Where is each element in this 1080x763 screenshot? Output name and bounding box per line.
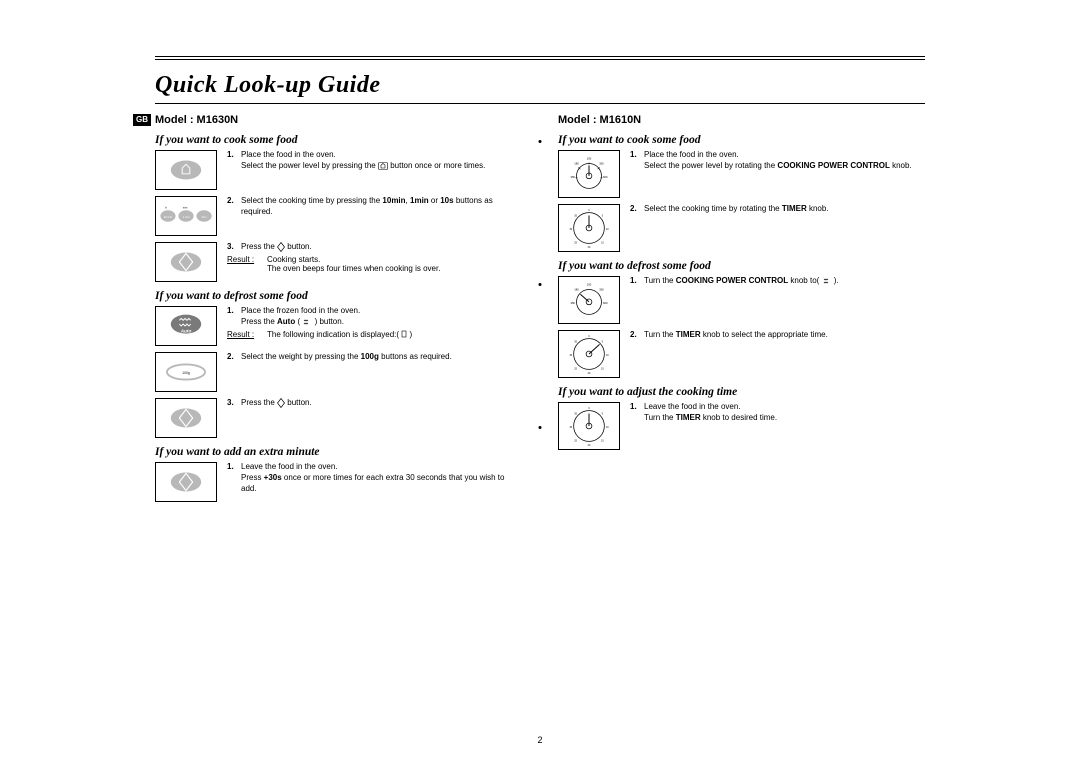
step-text: 2. Select the cooking time by rotating t… xyxy=(630,204,925,215)
svg-text:0: 0 xyxy=(588,209,590,212)
svg-text:600: 600 xyxy=(603,301,608,305)
svg-text:h: h xyxy=(165,205,167,209)
svg-text:10: 10 xyxy=(606,426,609,429)
step-text: 1. Leave the food in the oven.Turn the T… xyxy=(630,402,925,424)
svg-text:+ 30 s: + 30 s xyxy=(182,270,190,274)
svg-text:600: 600 xyxy=(603,175,608,179)
rule-under-title xyxy=(155,103,925,104)
result-line: Result : The following indication is dis… xyxy=(227,330,522,339)
page-title: Quick Look-up Guide xyxy=(155,66,925,101)
step-text: 2. Select the cooking time by pressing t… xyxy=(227,196,522,218)
heading-cook-r: If you want to cook some food xyxy=(558,134,925,146)
rule-top xyxy=(155,56,925,60)
svg-text:35: 35 xyxy=(574,341,577,344)
row-r-4: 0 5 10 15 20 25 30 35 1. Leave the food in th… xyxy=(558,402,925,450)
svg-text:1 min: 1 min xyxy=(183,215,190,219)
timer-dial-icon: 0 5 10 15 20 25 30 35 xyxy=(558,330,620,378)
svg-text:30: 30 xyxy=(569,228,572,231)
weight-100g-icon: 100g xyxy=(155,352,217,392)
step-text: 1. Place the food in the oven.Select the… xyxy=(227,150,522,172)
svg-text:0: 0 xyxy=(588,407,590,410)
svg-text:100g: 100g xyxy=(182,371,190,375)
heading-extra-min: If you want to add an extra minute xyxy=(155,446,522,458)
svg-text:450: 450 xyxy=(570,301,575,305)
svg-text:25: 25 xyxy=(574,241,577,244)
svg-text:20: 20 xyxy=(588,444,591,447)
timer-dial-icon: 0 5 10 15 20 25 30 35 xyxy=(558,402,620,450)
svg-text:100: 100 xyxy=(587,157,592,161)
step-text: 2. Select the weight by pressing the 100… xyxy=(227,352,522,363)
heading-cook: If you want to cook some food xyxy=(155,134,522,146)
row-l-6: + 30 s 1. Leave the food in the oven.Pre… xyxy=(155,462,522,502)
svg-text:25: 25 xyxy=(574,367,577,370)
auto-defrost-icon: Auto xyxy=(155,306,217,346)
diamond-start-icon: + 30 s xyxy=(155,398,217,438)
heading-adjust-r: If you want to adjust the cooking time xyxy=(558,386,925,398)
heading-defrost-r: If you want to defrost some food xyxy=(558,260,925,272)
step-text: 1. Turn the COOKING POWER CONTROL knob t… xyxy=(630,276,925,287)
column-right: Model : M1610N If you want to cook some … xyxy=(540,114,925,508)
row-r-2: 100 180 300 450 600 1. Turn the COOKING POW… xyxy=(558,276,925,324)
row-r-3: 0 5 10 15 20 25 30 35 2. Turn the TIMER knob … xyxy=(558,330,925,378)
model-m1630n: Model : M1630N xyxy=(155,114,522,126)
svg-text:180: 180 xyxy=(574,161,579,165)
svg-text:20: 20 xyxy=(588,246,591,249)
step-text: 3. Press the button. xyxy=(227,242,522,253)
svg-text:+ 30 s: + 30 s xyxy=(182,426,190,430)
svg-text:180: 180 xyxy=(574,287,579,291)
row-l-4: 100g 2. Select the weight by pressing th… xyxy=(155,352,522,392)
row-l-3: Auto 1. Place the frozen food in the ove… xyxy=(155,306,522,346)
svg-text:300: 300 xyxy=(599,287,604,291)
svg-text:0: 0 xyxy=(588,335,590,338)
svg-text:450: 450 xyxy=(570,175,575,179)
svg-text:5: 5 xyxy=(602,215,604,218)
time-buttons-icon: 10 min 1 min 10 s h min xyxy=(155,196,217,236)
columns: GB Model : M1630N If you want to cook so… xyxy=(155,114,925,508)
svg-text:15: 15 xyxy=(601,439,604,442)
svg-text:35: 35 xyxy=(574,413,577,416)
row-l-2: + 30 s 3. Press the button. Result : Coo… xyxy=(155,242,522,282)
step-text: 2. Turn the TIMER knob to select the app… xyxy=(630,330,925,341)
row-l-5: + 30 s 3. Press the button. xyxy=(155,398,522,438)
svg-text:10 min: 10 min xyxy=(164,215,173,219)
step-text: 3. Press the button. xyxy=(227,398,522,409)
row-r-1: 0 5 10 15 20 25 30 35 2. Select the cooking t… xyxy=(558,204,925,252)
svg-text:5: 5 xyxy=(602,413,604,416)
svg-text:+ 30 s: + 30 s xyxy=(182,490,190,494)
result-line: Result : Cooking starts.The oven beeps f… xyxy=(227,255,522,273)
step-text: 1. Place the food in the oven.Select the… xyxy=(630,150,925,172)
diamond-start-icon: + 30 s xyxy=(155,462,217,502)
power-dial-icon: 100 180 300 450 600 xyxy=(558,150,620,198)
svg-text:30: 30 xyxy=(569,426,572,429)
svg-text:10 s: 10 s xyxy=(201,215,207,219)
step-text: 1. Leave the food in the oven.Press +30s… xyxy=(227,462,522,494)
svg-text:35: 35 xyxy=(574,215,577,218)
svg-text:15: 15 xyxy=(601,367,604,370)
page-number: 2 xyxy=(537,735,542,745)
svg-text:10: 10 xyxy=(606,228,609,231)
row-r-0: 100 180 300 450 600 1. Place the food in th… xyxy=(558,150,925,198)
heading-defrost: If you want to defrost some food xyxy=(155,290,522,302)
power-dial-icon: 100 180 300 450 600 xyxy=(558,276,620,324)
svg-text:10: 10 xyxy=(606,354,609,357)
timer-dial-icon: 0 5 10 15 20 25 30 35 xyxy=(558,204,620,252)
column-divider-dots xyxy=(539,140,542,429)
svg-text:25: 25 xyxy=(574,439,577,442)
gb-badge: GB xyxy=(133,114,151,126)
svg-text:20: 20 xyxy=(588,372,591,375)
svg-text:Auto: Auto xyxy=(180,329,192,335)
diamond-start-icon: + 30 s xyxy=(155,242,217,282)
svg-text:5: 5 xyxy=(602,341,604,344)
svg-text:100: 100 xyxy=(587,283,592,287)
svg-text:300: 300 xyxy=(599,161,604,165)
column-left: GB Model : M1630N If you want to cook so… xyxy=(155,114,540,508)
row-l-1: 10 min 1 min 10 s h min 2. Select the co… xyxy=(155,196,522,236)
step-text: 1. Place the frozen food in the oven.Pre… xyxy=(227,306,522,328)
svg-text:min: min xyxy=(183,205,188,209)
svg-text:15: 15 xyxy=(601,241,604,244)
row-l-0: 1. Place the food in the oven.Select the… xyxy=(155,150,522,190)
svg-text:30: 30 xyxy=(569,354,572,357)
model-m1610n: Model : M1610N xyxy=(558,114,925,126)
power-button-icon xyxy=(155,150,217,190)
